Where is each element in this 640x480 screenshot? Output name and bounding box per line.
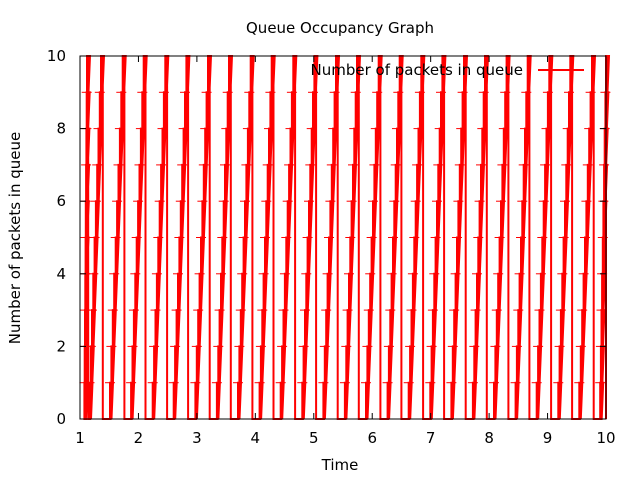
chart-title: Queue Occupancy Graph bbox=[246, 19, 434, 37]
x-tick-label: 1 bbox=[75, 429, 85, 447]
x-tick-label: 9 bbox=[543, 429, 553, 447]
y-tick-label: 6 bbox=[56, 192, 66, 210]
y-tick-label: 4 bbox=[56, 265, 66, 283]
x-tick-label: 2 bbox=[134, 429, 144, 447]
x-tick-label: 6 bbox=[367, 429, 377, 447]
x-tick-label: 4 bbox=[251, 429, 261, 447]
x-axis-label: Time bbox=[321, 456, 359, 474]
plot-frame bbox=[79, 55, 607, 420]
x-tick-label: 3 bbox=[192, 429, 202, 447]
x-axis: 1 2 3 4 5 6 7 8 9 10 bbox=[75, 56, 616, 447]
x-tick-label: 8 bbox=[484, 429, 494, 447]
y-tick-label: 0 bbox=[56, 410, 66, 428]
y-axis-label: Number of packets in queue bbox=[6, 132, 24, 345]
legend-label: Number of packets in queue bbox=[311, 61, 524, 79]
legend: Number of packets in queue bbox=[311, 61, 584, 79]
y-tick-label: 10 bbox=[47, 47, 66, 65]
y-axis: 0 2 4 6 8 10 bbox=[47, 47, 606, 428]
series-line bbox=[79, 55, 611, 420]
x-tick-label: 10 bbox=[596, 429, 615, 447]
y-tick-label: 8 bbox=[56, 120, 66, 138]
x-tick-label: 5 bbox=[309, 429, 319, 447]
x-tick-label: 7 bbox=[426, 429, 436, 447]
y-tick-label: 2 bbox=[56, 337, 66, 355]
